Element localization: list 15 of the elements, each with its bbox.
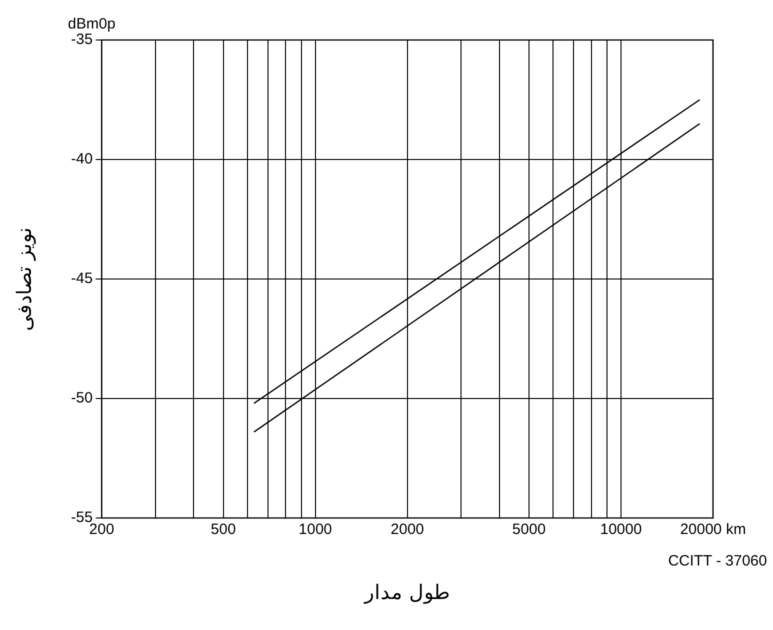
x-tick-label: 2000	[390, 521, 424, 538]
x-tick-label: 20000 km	[680, 521, 746, 538]
y-tick-label: -45	[70, 270, 93, 288]
x-tick-label: 200	[89, 521, 114, 538]
x-tick-label: 5000	[512, 521, 546, 538]
text: CCITT - 37060	[668, 552, 767, 570]
y-tick-label: -35	[70, 31, 93, 48]
x-tick-label: 1000	[298, 521, 332, 538]
x-tick-label: 500	[210, 521, 236, 538]
x-axis-title: طول مدار	[364, 580, 450, 604]
text: dBm0p	[68, 16, 116, 33]
y-tick-label: -50	[70, 390, 93, 407]
y-axis-title: نویز تصادفی	[12, 226, 36, 332]
y-tick-label: -40	[70, 150, 93, 168]
x-tick-label: 10000	[600, 521, 642, 538]
